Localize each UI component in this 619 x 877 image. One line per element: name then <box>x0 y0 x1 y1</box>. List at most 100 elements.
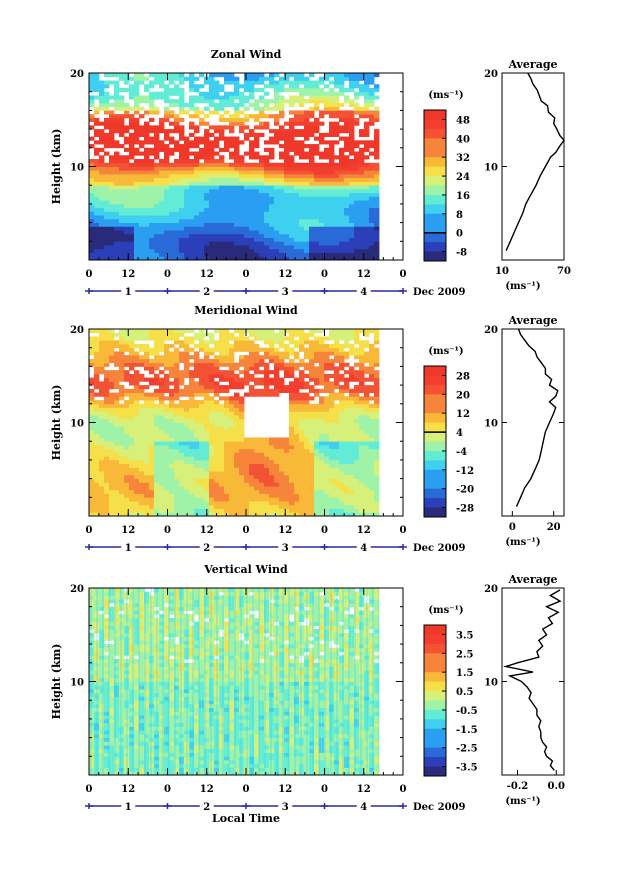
heatmap-cell <box>374 423 379 427</box>
heatmap-cell <box>109 490 114 494</box>
heatmap-cell <box>99 385 104 389</box>
heatmap-cell <box>149 170 154 174</box>
heatmap-cell <box>159 80 164 84</box>
heatmap-cell <box>289 73 294 77</box>
heatmap-cell <box>224 241 229 245</box>
heatmap-cell <box>314 348 319 352</box>
heatmap-cell <box>129 152 134 156</box>
heatmap-cell <box>259 107 264 111</box>
heatmap-cell <box>124 419 129 423</box>
heatmap-cell <box>224 245 229 249</box>
heatmap-cell <box>344 452 349 456</box>
heatmap-cell <box>134 110 139 114</box>
heatmap-cell <box>104 415 109 419</box>
heatmap-cell <box>279 185 284 189</box>
heatmap-cell <box>304 133 309 137</box>
heatmap-cell <box>89 99 94 103</box>
heatmap-cell <box>129 434 134 438</box>
heatmap-cell <box>334 103 339 107</box>
heatmap-cell <box>204 211 209 215</box>
heatmap-cell <box>369 437 374 441</box>
heatmap-cell <box>359 189 364 193</box>
heatmap-cell <box>119 501 124 505</box>
heatmap-cell <box>279 249 284 253</box>
heatmap-cell <box>284 196 289 200</box>
heatmap-cell <box>89 415 94 419</box>
heatmap-cell <box>159 355 164 359</box>
heatmap-cell <box>174 408 179 412</box>
heatmap-cell <box>209 245 214 249</box>
heatmap-cell <box>194 475 199 479</box>
heatmap-cell <box>244 226 249 230</box>
heatmap-cell <box>249 196 254 200</box>
heatmap-cell <box>309 374 314 378</box>
heatmap-cell <box>369 193 374 197</box>
heatmap-cell <box>169 411 174 415</box>
heatmap-cell <box>159 174 164 178</box>
heatmap-cell <box>259 348 264 352</box>
heatmap-cell <box>199 223 204 227</box>
heatmap-cell <box>354 452 359 456</box>
heatmap-cell <box>329 475 334 479</box>
heatmap-cell <box>334 234 339 238</box>
heatmap-cell <box>239 456 244 460</box>
heatmap-cell <box>199 494 204 498</box>
heatmap-cell <box>139 393 144 397</box>
heatmap-cell <box>359 441 364 445</box>
heatmap-cell <box>169 122 174 126</box>
heatmap-cell <box>224 467 229 471</box>
heatmap-cell <box>369 152 374 156</box>
heatmap-cell <box>184 230 189 234</box>
heatmap-cell <box>279 95 284 99</box>
heatmap-cell <box>239 460 244 464</box>
colorbar-tick-label: 24 <box>456 172 470 183</box>
heatmap-cell <box>269 99 274 103</box>
heatmap-cell <box>269 460 274 464</box>
heatmap-cell <box>174 389 179 393</box>
heatmap-cell <box>339 103 344 107</box>
heatmap-cell <box>234 344 239 348</box>
heatmap-cell <box>299 441 304 445</box>
heatmap-cell <box>194 359 199 363</box>
heatmap-cell <box>119 374 124 378</box>
heatmap-cell <box>319 494 324 498</box>
heatmap-cell <box>129 215 134 219</box>
heatmap-cell <box>324 245 329 249</box>
heatmap-cell <box>229 479 234 483</box>
heatmap-cell <box>164 223 169 227</box>
heatmap-cell <box>369 226 374 230</box>
heatmap-cell <box>224 174 229 178</box>
heatmap-cell <box>284 122 289 126</box>
heatmap-cell <box>294 230 299 234</box>
heatmap-cell <box>284 133 289 137</box>
heatmap-cell <box>194 110 199 114</box>
heatmap-cell <box>204 437 209 441</box>
heatmap-cell <box>139 490 144 494</box>
heatmap-cell <box>274 140 279 144</box>
heatmap-cell <box>239 110 244 114</box>
heatmap-cell <box>154 226 159 230</box>
heatmap-cell <box>309 509 314 513</box>
heatmap-cell <box>269 490 274 494</box>
heatmap-cell <box>164 467 169 471</box>
heatmap-cell <box>254 475 259 479</box>
heatmap-cell <box>89 226 94 230</box>
heatmap-cell <box>229 174 234 178</box>
heatmap-cell <box>374 370 379 374</box>
heatmap-cell <box>364 464 369 468</box>
heatmap-cell <box>234 490 239 494</box>
heatmap-cell <box>369 170 374 174</box>
heatmap-cell <box>139 144 144 148</box>
heatmap-cell <box>234 118 239 122</box>
heatmap-cell <box>149 92 154 96</box>
heatmap-cell <box>109 423 114 427</box>
heatmap-cell <box>359 423 364 427</box>
heatmap-cell <box>309 370 314 374</box>
heatmap-cell <box>109 505 114 509</box>
heatmap-cell <box>124 423 129 427</box>
heatmap-cell <box>234 80 239 84</box>
heatmap-cell <box>134 226 139 230</box>
heatmap-cell <box>274 456 279 460</box>
heatmap-cell <box>329 490 334 494</box>
heatmap-cell <box>334 238 339 242</box>
